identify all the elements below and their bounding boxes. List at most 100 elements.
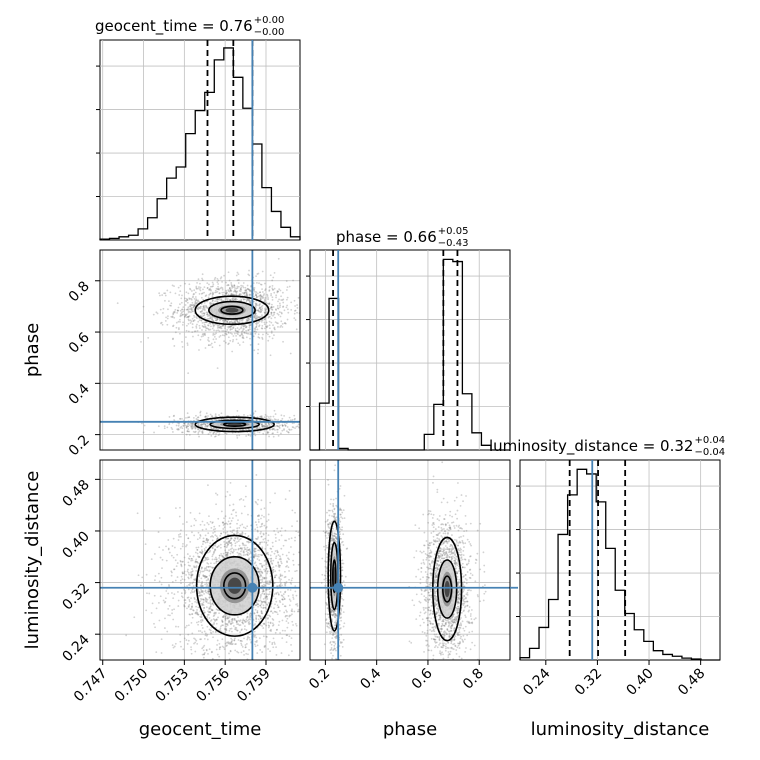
- sample-point: [234, 542, 237, 545]
- sample-point: [195, 674, 197, 676]
- sample-point: [245, 292, 248, 294]
- sample-point: [280, 527, 283, 530]
- sample-point: [243, 548, 246, 551]
- sample-point: [200, 577, 203, 580]
- sample-point: [181, 294, 183, 297]
- sample-point: [241, 621, 244, 624]
- sample-point: [225, 522, 228, 525]
- sample-point: [176, 309, 179, 312]
- sample-point: [208, 283, 210, 286]
- sample-point: [238, 676, 240, 678]
- sample-point: [260, 535, 263, 538]
- sample-point: [267, 539, 270, 542]
- sample-point: [187, 306, 190, 309]
- sample-point: [180, 529, 182, 532]
- sample-point: [216, 288, 219, 291]
- sample-point: [287, 654, 290, 657]
- sample-point: [273, 576, 276, 579]
- sample-point: [207, 602, 210, 604]
- sample-point: [190, 320, 193, 323]
- sample-point: [200, 566, 203, 569]
- sample-point: [240, 298, 243, 301]
- sample-point: [283, 598, 286, 600]
- sample-point: [229, 494, 231, 496]
- sample-point: [280, 652, 283, 654]
- sample-point: [202, 598, 205, 601]
- sample-point: [191, 323, 194, 325]
- sample-point: [196, 307, 199, 310]
- sample-point: [248, 269, 250, 272]
- sample-point: [207, 324, 209, 327]
- sample-point: [273, 409, 276, 412]
- sample-point: [197, 287, 199, 290]
- sample-point: [284, 322, 287, 324]
- sample-point: [223, 334, 226, 337]
- sample-point: [197, 613, 199, 616]
- sample-point: [265, 703, 267, 705]
- sample-point: [256, 309, 258, 312]
- sample-point: [209, 303, 212, 306]
- sample-point: [291, 650, 293, 652]
- sample-point: [288, 615, 291, 618]
- sample-point: [193, 304, 196, 307]
- sample-point: [158, 517, 161, 519]
- sample-point: [190, 298, 193, 301]
- sample-point: [196, 670, 198, 672]
- sample-point: [193, 524, 196, 527]
- sample-point: [224, 515, 227, 518]
- sample-point: [296, 307, 299, 309]
- sample-point: [221, 281, 223, 283]
- sample-point: [231, 643, 234, 645]
- sample-point: [236, 629, 239, 632]
- sample-point: [181, 308, 184, 311]
- sample-point: [230, 541, 233, 544]
- sample-point: [211, 316, 213, 319]
- sample-point: [210, 434, 213, 437]
- sample-point: [285, 306, 288, 309]
- sample-point: [178, 294, 181, 296]
- sample-point: [269, 274, 272, 277]
- sample-point: [235, 293, 238, 296]
- sample-point: [284, 322, 287, 325]
- sample-point: [185, 433, 188, 436]
- sample-point: [217, 428, 220, 431]
- sample-point: [197, 299, 200, 302]
- sample-point: [222, 428, 224, 431]
- sample-point: [216, 326, 219, 329]
- sample-point: [230, 537, 233, 540]
- sample-point: [180, 595, 183, 598]
- sample-point: [221, 620, 224, 623]
- sample-point: [297, 426, 300, 429]
- sample-point: [269, 615, 272, 618]
- sample-point: [213, 278, 216, 281]
- sample-point: [177, 424, 180, 427]
- sample-point: [254, 327, 257, 329]
- sample-point: [256, 426, 258, 429]
- sample-point: [212, 551, 215, 554]
- title-text: phase = 0.66: [336, 228, 437, 246]
- sample-point: [219, 277, 222, 280]
- sample-point: [264, 413, 267, 416]
- sample-point: [220, 552, 223, 555]
- sample-point: [271, 550, 273, 553]
- sample-point: [255, 331, 258, 333]
- sample-point: [187, 596, 190, 599]
- sample-point: [266, 325, 269, 327]
- sample-point: [184, 315, 186, 318]
- sample-point: [263, 593, 266, 596]
- sample-point: [245, 435, 248, 437]
- sample-point: [188, 298, 191, 300]
- sample-point: [201, 311, 203, 313]
- sample-point: [267, 519, 270, 521]
- sample-point: [207, 610, 209, 613]
- sample-point: [261, 651, 264, 653]
- sample-point: [273, 291, 276, 294]
- sample-point: [261, 324, 264, 327]
- sample-point: [290, 301, 293, 304]
- sample-point: [260, 603, 263, 605]
- sample-point: [232, 324, 234, 327]
- sample-point: [259, 604, 262, 607]
- sample-point: [259, 415, 262, 418]
- sample-point: [229, 522, 231, 525]
- sample-point: [187, 315, 190, 318]
